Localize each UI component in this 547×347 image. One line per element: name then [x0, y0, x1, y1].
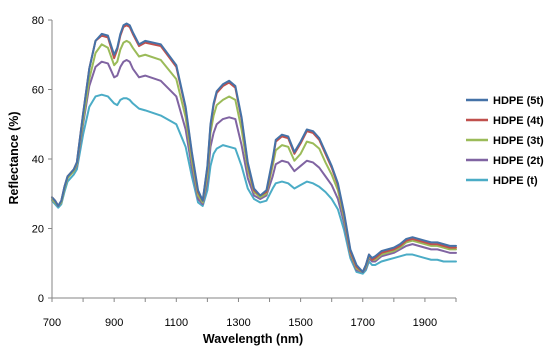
- series-layer: [51, 22, 457, 275]
- series-line-1: [51, 22, 457, 273]
- axes-layer: 0 20 40 60 80 700 900 1100 1300 1500 1700 1900: [32, 15, 457, 329]
- x-tick-label: 1100: [164, 317, 188, 329]
- x-tick-label: 1300: [226, 317, 250, 329]
- series-line-5: [51, 93, 457, 275]
- legend: HDPE (5t) HDPE (4t) HDPE (3t) HDPE (2t) HDPE…: [466, 95, 544, 187]
- x-axis-title: Wavelength (nm): [203, 332, 303, 346]
- x-tick-label: 1900: [413, 317, 437, 329]
- y-axis-title: Reflectance (%): [7, 111, 21, 204]
- legend-label: HDPE (t): [493, 175, 538, 187]
- x-tick-label: 1500: [288, 317, 312, 329]
- y-tick-label: 40: [32, 154, 44, 166]
- y-tick-label: 80: [32, 15, 44, 27]
- series-line-3: [51, 39, 457, 273]
- legend-label: HDPE (2t): [493, 155, 544, 167]
- y-tick-label: 60: [32, 85, 44, 97]
- legend-label: HDPE (5t): [493, 95, 544, 107]
- y-tick-label: 0: [38, 293, 44, 305]
- series-line-4: [51, 58, 457, 273]
- legend-label: HDPE (3t): [493, 135, 544, 147]
- x-tick-label: 700: [43, 317, 61, 329]
- x-tick-label: 900: [105, 317, 123, 329]
- legend-label: HDPE (4t): [493, 115, 544, 127]
- y-tick-label: 20: [32, 224, 44, 236]
- x-tick-label: 1700: [351, 317, 375, 329]
